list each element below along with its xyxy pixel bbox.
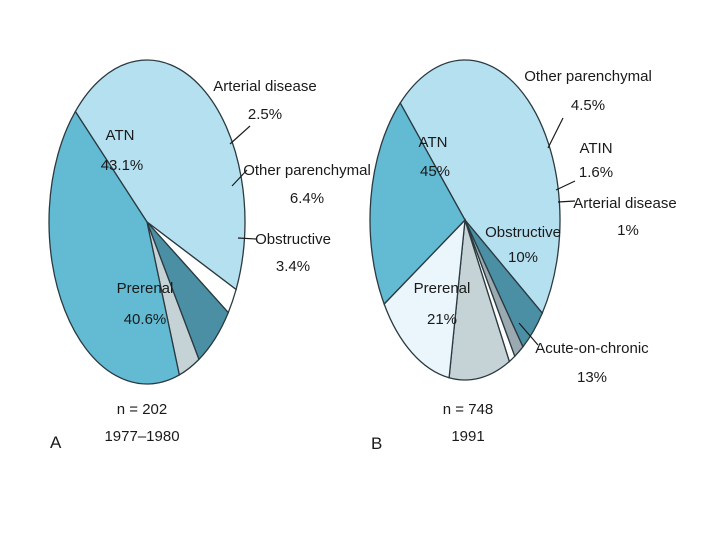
caption-b-year: 1991 [451, 428, 484, 445]
leader-a-obstructive [237, 237, 257, 240]
label-b-atin: ATIN [579, 140, 612, 157]
value-a-obstructive: 3.4% [276, 258, 310, 275]
value-b-obstructive: 10% [508, 249, 538, 266]
caption-a-years: 1977–1980 [104, 428, 179, 445]
slice-b-atn [399, 59, 561, 315]
label-a-atn: ATN [106, 127, 135, 144]
panel-label-a: A [50, 433, 62, 452]
value-b-other-parenchymal: 4.5% [571, 97, 605, 114]
value-a-prerenal: 40.6% [124, 311, 167, 328]
leader-b-other-parenchymal [547, 117, 564, 149]
label-a-other-parenchymal: Other parenchymal [243, 162, 371, 179]
label-b-acute-on-chronic: Acute-on-chronic [535, 340, 649, 357]
value-b-atin: 1.6% [579, 164, 613, 181]
label-b-other-parenchymal: Other parenchymal [524, 68, 652, 85]
value-b-prerenal: 21% [427, 311, 457, 328]
pie-chart-a [48, 59, 246, 385]
slice-a-prerenal [48, 110, 181, 385]
leader-b-atin [555, 180, 576, 191]
label-a-arterial: Arterial disease [213, 78, 316, 95]
pie-chart-b [369, 59, 561, 381]
caption-a-n: n = 202 [117, 401, 167, 418]
label-b-obstructive: Obstructive [485, 224, 561, 241]
slice-b-acute-on-chronic [383, 218, 466, 379]
caption-b-n: n = 748 [443, 401, 493, 418]
leader-a-other-parenchymal [231, 169, 248, 187]
label-b-arterial: Arterial disease [573, 195, 676, 212]
value-a-atn: 43.1% [101, 157, 144, 174]
label-a-obstructive: Obstructive [255, 231, 331, 248]
label-a-prerenal: Prerenal [117, 280, 174, 297]
slice-b-prerenal [369, 101, 466, 306]
leader-b-acute-on-chronic [518, 322, 539, 346]
value-b-acute-on-chronic: 13% [577, 369, 607, 386]
slice-b-obstructive [448, 219, 511, 381]
value-a-arterial: 2.5% [248, 106, 282, 123]
value-b-atn: 45% [420, 163, 450, 180]
label-b-prerenal: Prerenal [414, 280, 471, 297]
value-b-arterial: 1% [617, 222, 639, 239]
label-b-atn: ATN [419, 134, 448, 151]
value-a-other-parenchymal: 6.4% [290, 190, 324, 207]
leader-a-arterial [229, 125, 251, 145]
slice-a-atn [74, 59, 246, 291]
panel-label-b: B [371, 434, 382, 453]
leader-b-arterial [557, 200, 576, 203]
